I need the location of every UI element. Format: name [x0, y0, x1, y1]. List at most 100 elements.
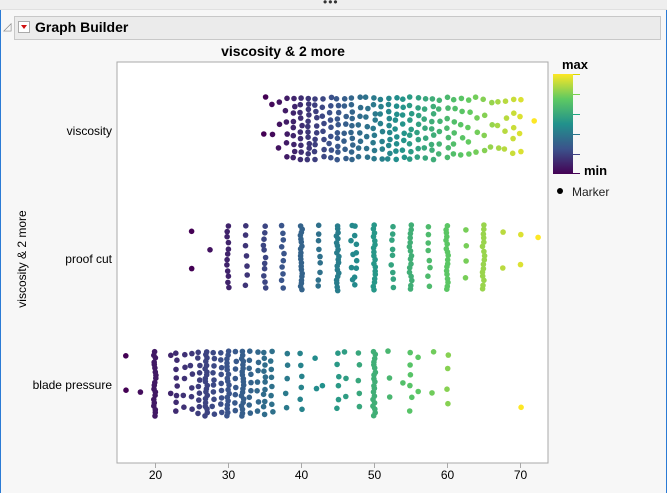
data-point[interactable]	[437, 118, 443, 125]
data-point[interactable]	[225, 246, 232, 252]
data-point[interactable]	[247, 348, 253, 355]
data-point[interactable]	[409, 394, 415, 401]
data-point[interactable]	[481, 226, 487, 233]
data-point[interactable]	[334, 130, 341, 136]
data-point[interactable]	[465, 97, 472, 103]
data-point[interactable]	[232, 407, 239, 414]
data-point[interactable]	[371, 287, 377, 293]
data-point[interactable]	[495, 99, 501, 105]
data-point[interactable]	[422, 125, 428, 131]
data-point[interactable]	[467, 109, 473, 115]
data-point[interactable]	[254, 388, 260, 394]
data-point[interactable]	[387, 150, 393, 157]
data-point[interactable]	[211, 396, 217, 403]
data-point[interactable]	[305, 129, 311, 135]
disclosure-triangle-icon[interactable]: ◿	[3, 21, 12, 33]
data-point[interactable]	[452, 105, 458, 112]
data-point[interactable]	[444, 286, 450, 293]
data-point[interactable]	[350, 142, 356, 148]
data-point[interactable]	[306, 140, 313, 147]
data-point[interactable]	[407, 382, 413, 389]
data-point[interactable]	[415, 354, 421, 361]
data-point[interactable]	[407, 235, 414, 241]
data-point[interactable]	[394, 111, 400, 118]
data-point[interactable]	[298, 95, 304, 101]
data-point[interactable]	[355, 350, 362, 356]
data-point[interactable]	[152, 392, 158, 399]
data-point[interactable]	[196, 397, 202, 403]
data-point[interactable]	[341, 349, 348, 355]
data-point[interactable]	[316, 246, 322, 253]
data-point[interactable]	[335, 350, 341, 357]
data-point[interactable]	[386, 129, 393, 136]
data-point[interactable]	[260, 391, 267, 398]
data-point[interactable]	[224, 256, 230, 263]
data-point[interactable]	[355, 377, 362, 384]
data-point[interactable]	[239, 413, 245, 419]
data-point[interactable]	[415, 112, 422, 119]
data-point[interactable]	[211, 355, 218, 362]
data-point[interactable]	[435, 106, 442, 112]
data-point[interactable]	[500, 265, 506, 271]
data-point[interactable]	[466, 151, 472, 157]
data-point[interactable]	[389, 252, 396, 259]
data-point[interactable]	[335, 121, 342, 128]
data-point[interactable]	[430, 349, 437, 355]
data-point[interactable]	[261, 265, 268, 272]
data-point[interactable]	[210, 389, 217, 395]
data-point[interactable]	[348, 264, 355, 271]
data-point[interactable]	[409, 277, 415, 284]
data-point[interactable]	[299, 286, 305, 293]
data-point[interactable]	[334, 280, 340, 286]
data-point[interactable]	[233, 384, 239, 391]
data-point[interactable]	[349, 122, 355, 129]
data-point[interactable]	[276, 121, 283, 128]
data-point[interactable]	[195, 349, 201, 356]
data-point[interactable]	[353, 265, 360, 272]
data-point[interactable]	[510, 124, 517, 131]
data-point[interactable]	[317, 260, 324, 266]
data-point[interactable]	[430, 111, 437, 117]
data-point[interactable]	[426, 283, 433, 290]
data-point[interactable]	[218, 401, 224, 407]
data-point[interactable]	[489, 122, 496, 128]
data-point[interactable]	[394, 95, 400, 101]
data-point[interactable]	[535, 234, 541, 241]
data-point[interactable]	[173, 399, 179, 406]
data-point[interactable]	[305, 151, 312, 157]
data-point[interactable]	[254, 408, 261, 414]
data-point[interactable]	[311, 148, 318, 155]
data-point[interactable]	[305, 123, 311, 130]
data-point[interactable]	[224, 251, 231, 257]
data-point[interactable]	[430, 156, 437, 163]
data-point[interactable]	[233, 358, 240, 365]
data-point[interactable]	[180, 392, 187, 399]
data-point[interactable]	[435, 151, 442, 157]
data-point[interactable]	[385, 108, 392, 115]
data-point[interactable]	[315, 283, 322, 289]
data-point[interactable]	[415, 388, 422, 395]
data-point[interactable]	[305, 134, 311, 140]
data-point[interactable]	[260, 242, 267, 249]
data-point[interactable]	[406, 156, 413, 162]
data-point[interactable]	[244, 263, 250, 269]
data-point[interactable]	[291, 141, 297, 148]
data-point[interactable]	[269, 348, 275, 355]
data-point[interactable]	[280, 285, 287, 291]
data-point[interactable]	[473, 149, 479, 155]
data-point[interactable]	[224, 367, 230, 373]
data-point[interactable]	[503, 115, 510, 121]
data-point[interactable]	[255, 367, 261, 374]
data-point[interactable]	[407, 248, 414, 254]
data-point[interactable]	[290, 154, 297, 161]
data-point[interactable]	[305, 118, 311, 125]
data-point[interactable]	[406, 243, 413, 250]
data-point[interactable]	[450, 151, 457, 157]
data-point[interactable]	[348, 237, 354, 244]
data-point[interactable]	[218, 371, 224, 378]
data-point[interactable]	[297, 156, 304, 163]
data-point[interactable]	[436, 128, 443, 135]
data-point[interactable]	[255, 399, 262, 405]
data-point[interactable]	[474, 129, 481, 136]
data-point[interactable]	[336, 373, 342, 380]
